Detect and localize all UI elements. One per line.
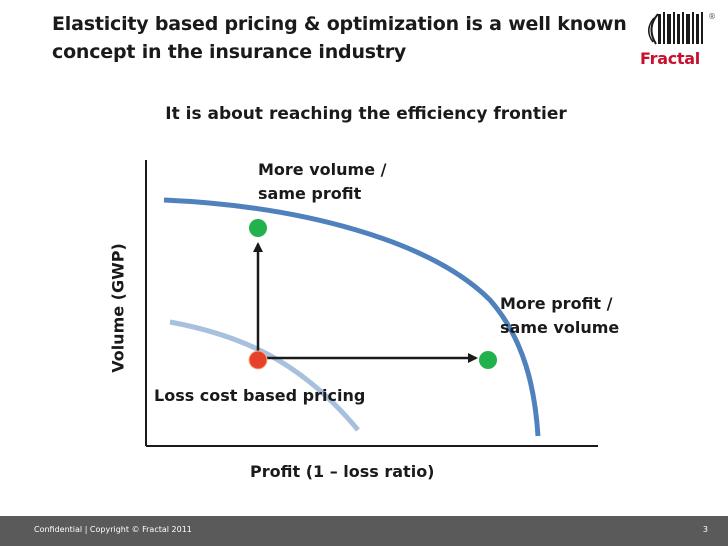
- efficiency-frontier-diagram: [145, 160, 598, 447]
- footer-copyright: Confidential | Copyright © Fractal 2011: [34, 525, 192, 534]
- current-point: [248, 350, 268, 370]
- page-number: 3: [702, 525, 708, 534]
- y-axis-label: Volume (GWP): [108, 243, 128, 373]
- more-volume-label-line-2: same profit: [258, 184, 362, 203]
- efficiency-frontier-curve: [163, 197, 541, 437]
- slide-title: Elasticity based pricing & optimization …: [52, 10, 642, 66]
- slide-title-line-2: concept in the insurance industry: [52, 41, 407, 63]
- more-profit-label-line-1: More profit /: [500, 294, 613, 313]
- loss-cost-label: Loss cost based pricing: [154, 386, 366, 405]
- more-profit-label-line-2: same volume: [500, 318, 620, 337]
- fractal-logo-icon: [648, 12, 703, 45]
- more-profit-point: [479, 351, 497, 369]
- slide-title-line-1: Elasticity based pricing & optimization …: [52, 13, 627, 35]
- more-profit-label: More profit / same volume: [500, 292, 619, 340]
- registered-mark: ®: [708, 12, 716, 21]
- slide-subtitle: It is about reaching the efficiency fron…: [165, 104, 567, 124]
- loss-cost-curve: [169, 319, 360, 432]
- more-volume-label: More volume / same profit: [258, 158, 386, 206]
- footer-bar: Confidential | Copyright © Fractal 2011 …: [0, 516, 728, 546]
- logo-text: Fractal: [640, 49, 700, 68]
- more-volume-label-line-1: More volume /: [258, 160, 387, 179]
- more-volume-point: [249, 219, 267, 237]
- x-axis-label: Profit (1 – loss ratio): [250, 462, 435, 481]
